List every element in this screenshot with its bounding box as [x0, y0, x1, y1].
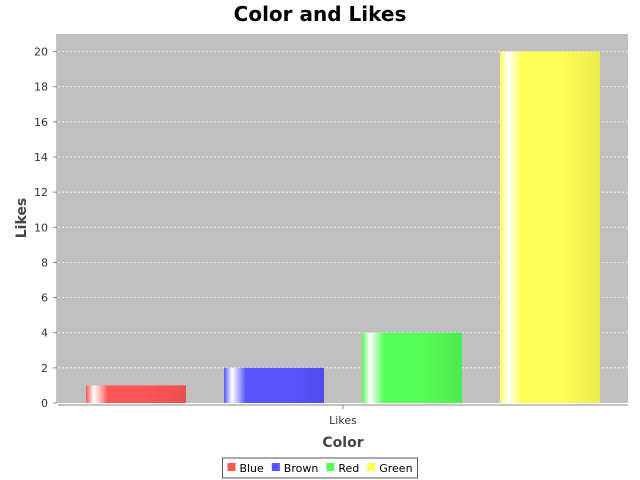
y-tick-label: 4: [41, 327, 48, 340]
x-axis-label: Color: [322, 435, 363, 451]
bars: [86, 51, 600, 403]
legend: Blue Brown Red Green: [221, 457, 419, 479]
bar-red: [362, 332, 462, 403]
legend-label: Blue: [239, 462, 264, 475]
y-axis-label: Likes: [14, 198, 30, 238]
y-tick-label: 12: [34, 186, 48, 199]
legend-label: Red: [338, 462, 359, 475]
legend-swatch: [326, 463, 335, 471]
legend-swatch: [227, 463, 236, 471]
bar-brown: [224, 367, 324, 403]
y-axis: 0 2 4 6 8 10 12 14 16 18 20: [34, 34, 58, 410]
legend-swatch: [367, 463, 376, 471]
x-tick-label: Likes: [329, 414, 357, 427]
y-tick-label: 0: [41, 397, 48, 410]
y-tick-label: 6: [41, 292, 48, 305]
chart-title: Color and Likes: [234, 2, 407, 26]
y-tick-label: 18: [34, 81, 48, 94]
bar-green: [500, 51, 600, 403]
y-tick-label: 20: [34, 46, 48, 59]
y-tick-label: 16: [34, 116, 48, 129]
x-axis: [58, 404, 628, 409]
bar-blue: [86, 385, 186, 403]
legend-label: Green: [379, 462, 412, 475]
y-tick-label: 10: [34, 221, 48, 234]
y-tick-label: 8: [41, 256, 48, 269]
grid-lines: [58, 51, 628, 369]
legend-swatch: [271, 463, 280, 471]
legend-label: Brown: [284, 462, 319, 475]
y-tick-label: 14: [34, 151, 48, 164]
y-tick-label: 2: [41, 362, 48, 375]
